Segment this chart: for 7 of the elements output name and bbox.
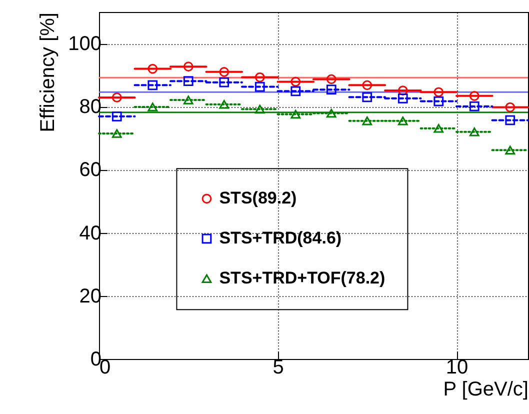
x-tick-label: 10 xyxy=(446,356,468,378)
legend-label: STS+TRD+TOF(78.2) xyxy=(219,268,386,288)
legend-label: STS+TRD(84.6) xyxy=(219,228,342,248)
x-tick-label: 5 xyxy=(272,356,284,378)
y-axis-title: Efficiency [%] xyxy=(37,12,60,132)
x-axis-title: P [GeV/c] xyxy=(443,378,528,400)
legend-label: STS(89.2) xyxy=(219,188,297,208)
